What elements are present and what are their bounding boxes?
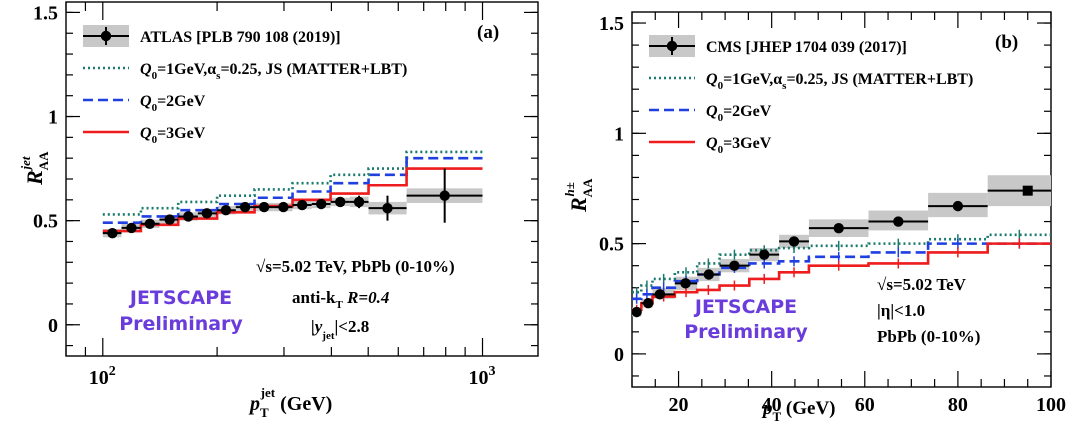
panel-a-x-label: pTjet (GeV) <box>248 385 332 420</box>
panel-b-x-ticks: 20 40 60 80 100 <box>631 12 1066 416</box>
panel-a-data-point <box>439 190 450 201</box>
panel-b-data-point <box>729 260 740 271</box>
panel-b-ytick-label: 1 <box>614 123 624 145</box>
panel-a-ytick-label: 0 <box>48 315 58 337</box>
panel-a-xtick-label: 103 <box>469 364 496 389</box>
panel-a-data-point <box>126 222 137 234</box>
panel-b-ytick-label: 0 <box>614 344 624 366</box>
panel-b-ytick-label: 0.5 <box>599 234 624 256</box>
panel-a-data-point <box>296 199 308 211</box>
panel-b-xtick-label: 100 <box>1036 394 1066 416</box>
panel-b-preliminary: Preliminary <box>684 321 808 343</box>
panel-b-legend-marker <box>666 40 678 52</box>
panel-b-eta: |η|<1.0 <box>877 301 925 320</box>
panel-a-y-ticks: 0 0.5 1 1.5 <box>33 2 538 347</box>
panel-b-y-ticks: 0 0.5 1 1.5 <box>599 13 1051 377</box>
panel-b-legend-label: Q0=1GeV,αs=0.25, JS (MATTER+LBT) <box>706 71 973 92</box>
panel-b-xtick-label: 40 <box>762 394 782 416</box>
panel-a-energy: √s=5.02 TeV, PbPb (0-10%) <box>256 257 455 276</box>
panel-a-legend: ATLAS [PLB 790 108 (2019)] Q0=1GeV,αs=0.2… <box>83 25 407 146</box>
panel-b-data-point <box>643 297 654 309</box>
panel-b-data-point <box>680 278 691 289</box>
panel-a-data-point <box>278 201 289 213</box>
panel-a-theory-dotted <box>102 150 483 216</box>
panel-b-data-point <box>654 289 666 300</box>
panel-a-data-point <box>316 198 327 210</box>
panel-a-xtick-label: 102 <box>89 364 116 389</box>
panel-b-theory-solid <box>632 242 1051 312</box>
panel-b-legend: CMS [JHEP 1704 039 (2017)] Q0=1GeV,αs=0.2… <box>649 35 973 156</box>
panel-b-data-point <box>703 269 715 280</box>
panel-b-xtick-label: 80 <box>948 394 968 416</box>
panel-a-label: (a) <box>477 22 499 43</box>
panel-a-legend-label: Q0=2GeV <box>140 93 206 114</box>
panel-b-legend-label: Q0=3GeV <box>706 135 772 156</box>
panel-b-label: (b) <box>995 32 1018 53</box>
panel-a-data-point <box>382 202 393 214</box>
panel-a-ytick-label: 0.5 <box>33 211 58 233</box>
panel-b-data-points <box>631 185 1051 318</box>
panel-a-algorithm: anti-kT R=0.4 <box>292 288 389 311</box>
panel-b-data-point <box>759 249 770 260</box>
panel-a-legend-label: Q0=3GeV <box>140 125 206 146</box>
panel-b-data-point <box>631 306 642 318</box>
panel-b-x-label: pT (GeV) <box>761 398 836 424</box>
panel-b-data-point <box>1022 185 1033 196</box>
panel-b: 0 0.5 1 1.5 20 40 60 80 100 CMS [JHEP 1704 039 … <box>562 11 1066 424</box>
panel-b-data-point <box>833 222 844 234</box>
panel-a-x-ticks: 102 103 <box>65 2 496 389</box>
panel-a-legend-label: ATLAS [PLB 790 108 (2019)] <box>140 29 341 46</box>
panel-b-xtick-label: 60 <box>855 394 875 416</box>
panel-a-legend-marker <box>100 30 112 42</box>
panel-a-y-label: RAAjet <box>18 151 51 186</box>
panel-b-data-point <box>893 216 904 227</box>
panel-a-data-point <box>107 227 118 239</box>
panel-b-data-point <box>788 236 800 247</box>
panel-b-jetscape: JETSCAPE <box>693 296 797 318</box>
panel-b-theory-curves <box>632 229 1051 315</box>
panel-b-legend-label: CMS [JHEP 1704 039 (2017)] <box>706 39 907 56</box>
panel-b-energy: √s=5.02 TeV <box>877 275 967 294</box>
panel-b-theory-dashed <box>632 242 1051 301</box>
panel-b-data-point <box>952 200 964 212</box>
panel-a-data-point <box>144 218 156 229</box>
panel-a-ytick-label: 1.5 <box>33 2 58 24</box>
svg-text:RAAh±: RAAh± <box>562 178 595 213</box>
panel-b-ytick-label: 1.5 <box>599 13 624 35</box>
panel-b-system: PbPb (0-10%) <box>877 327 980 346</box>
panel-a-data-point <box>239 201 251 213</box>
panel-a-data-point <box>353 196 365 208</box>
panel-a-legend-label: Q0=1GeV,αs=0.25, JS (MATTER+LBT) <box>140 61 407 82</box>
panel-b-legend-label: Q0=2GeV <box>706 103 772 124</box>
panel-b-y-label: RAAh± <box>562 178 595 213</box>
svg-text:RAAjet: RAAjet <box>18 151 51 186</box>
panel-a-jetscape: JETSCAPE <box>128 287 232 309</box>
panel-b-xtick-label: 20 <box>669 394 689 416</box>
panel-a-data-point <box>201 208 213 219</box>
panel-a: 0 0.5 1 1.5 102 103 ATLAS [PLB 790 108 (2019… <box>18 1 539 420</box>
panel-a-data-point <box>183 211 194 222</box>
panel-a-ytick-label: 1 <box>48 107 58 129</box>
panel-a-data-point <box>335 196 346 208</box>
panel-a-data-point <box>164 214 175 225</box>
panel-a-data-point <box>220 205 232 216</box>
panel-a-theory-solid <box>102 167 483 233</box>
panel-a-preliminary: Preliminary <box>119 313 243 335</box>
panel-a-rapidity: |yjet|<2.8 <box>311 317 369 342</box>
panel-a-data-point <box>258 201 270 213</box>
panel-a-data-points <box>102 168 483 239</box>
